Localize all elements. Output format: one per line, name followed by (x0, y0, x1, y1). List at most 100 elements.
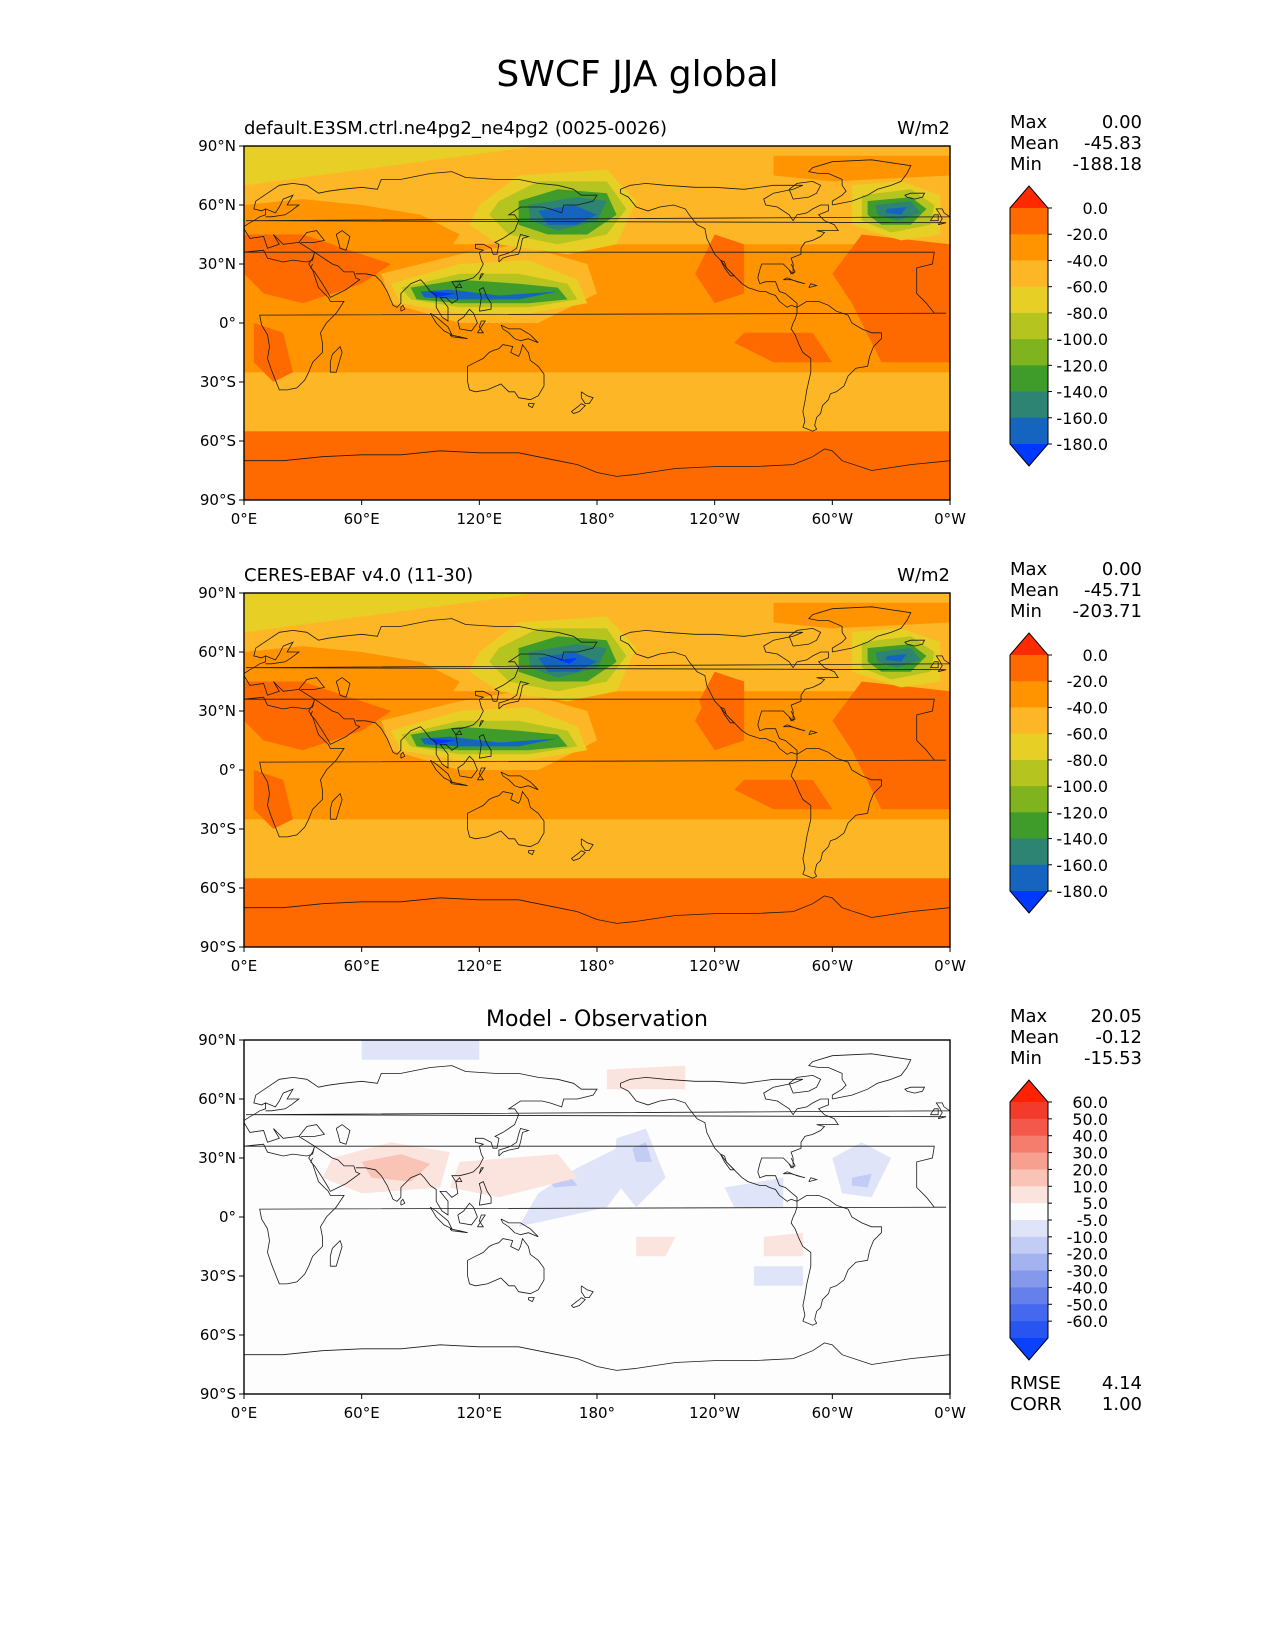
contour-region (244, 681, 392, 751)
coastline (783, 277, 806, 285)
coastline (570, 1297, 586, 1308)
stat-value: 20.05 (1090, 1006, 1142, 1027)
coastline (720, 1153, 736, 1171)
stat-value: -0.12 (1095, 1027, 1142, 1048)
coastline (467, 1237, 545, 1295)
stat-key: Mean (1010, 580, 1060, 601)
map-panel-2: 90°N 60°N 30°N 0° 30°S 60°S 90°S0°E 60°E 120°E 18… (198, 584, 966, 975)
colorbar-label: -50.0 (1067, 1295, 1108, 1314)
contour-region (557, 657, 578, 664)
lat-label: 90°N (198, 1031, 236, 1049)
colorbar-label: -40.0 (1067, 1278, 1108, 1297)
colorbar-label: -160.0 (1056, 856, 1108, 875)
lat-label: 90°S (200, 491, 236, 509)
colorbar-segment (1010, 1304, 1048, 1322)
coastline (580, 1285, 594, 1298)
coastline (449, 781, 468, 787)
contour-region (244, 372, 950, 432)
colorbar-extend-top (1010, 186, 1048, 208)
contour-region (851, 1173, 872, 1188)
lon-label: 120°E (457, 957, 503, 975)
contour-region (753, 1266, 803, 1286)
stat-key: Mean (1010, 1027, 1060, 1048)
contour-region (885, 654, 907, 662)
stat-key: Max (1010, 1006, 1048, 1027)
coastline (245, 655, 950, 673)
lon-label: 120°W (689, 510, 740, 528)
coastline (808, 283, 819, 288)
coastline (310, 251, 361, 298)
contour-region (253, 770, 293, 829)
colorbar-label: 40.0 (1072, 1127, 1108, 1146)
contour-region (695, 234, 745, 304)
colorbar-segment (1010, 1236, 1048, 1255)
contour-region (832, 234, 950, 363)
lat-label: 60°S (200, 879, 236, 897)
coastline (265, 1088, 301, 1112)
colorbar-label: -60.0 (1067, 725, 1108, 744)
lon-label: 60°E (344, 957, 380, 975)
panel-2-left-title: CERES-EBAF v4.0 (11-30) (244, 565, 474, 586)
coastline (498, 234, 530, 263)
stat-value: -15.53 (1083, 1048, 1142, 1069)
coastline (788, 263, 796, 275)
panel-1-stats: Max 0.00 Mean -45.83 Min -188.18 (1010, 112, 1142, 175)
colorbar-extend-bottom (1010, 1338, 1048, 1360)
colorbar-segment (1010, 1321, 1048, 1339)
colorbar-label: -10.0 (1067, 1228, 1108, 1247)
coastline (244, 1342, 950, 1371)
colorbar-segment (1010, 365, 1048, 393)
lon-label: 0°E (231, 510, 258, 528)
coastline (310, 1145, 361, 1192)
colorbar-segment (1010, 312, 1048, 340)
coastline (478, 287, 492, 312)
colorbar-segment (1010, 1135, 1048, 1154)
colorbar-label: -40.0 (1067, 698, 1108, 717)
lon-label: 180° (579, 1404, 615, 1422)
lat-label: 30°S (200, 1267, 236, 1285)
colorbar-label: -180.0 (1056, 882, 1108, 901)
colorbar-label: -60.0 (1067, 1312, 1108, 1331)
colorbar-segment (1010, 391, 1048, 419)
coastline (335, 677, 351, 698)
map-panel-1: 90°N 60°N 30°N 0° 30°S 60°S 90°S0°E 60°E 120°E 18… (198, 137, 966, 528)
coastline (467, 790, 545, 848)
coastline (720, 259, 736, 277)
map-background (244, 1040, 950, 1394)
coastline (478, 273, 485, 280)
coastline (790, 748, 882, 879)
stat-value: 4.14 (1101, 1373, 1142, 1394)
coastline (329, 792, 343, 820)
coastline (244, 675, 947, 838)
colorbar-segment (1010, 707, 1048, 735)
colorbar-label: -180.0 (1056, 435, 1108, 454)
colorbar-extend-top (1010, 633, 1048, 655)
lon-label: 180° (579, 957, 615, 975)
colorbar-segment (1010, 864, 1048, 892)
coastline (498, 1128, 530, 1157)
lat-label: 90°S (200, 938, 236, 956)
lat-label: 60°N (198, 1090, 236, 1108)
contour-region (885, 207, 907, 215)
coastline (904, 192, 926, 200)
coastline (528, 850, 535, 856)
colorbar-segment (1010, 417, 1048, 445)
lon-label: 120°W (689, 1404, 740, 1422)
lat-label: 30°S (200, 373, 236, 391)
contour-region (734, 332, 833, 363)
colorbar-label: -80.0 (1067, 304, 1108, 323)
coastline (808, 1177, 819, 1182)
stat-key: Min (1010, 601, 1042, 622)
colorbar-label: -5.0 (1077, 1211, 1108, 1230)
coastline (455, 730, 463, 735)
colorbar-segment (1010, 208, 1048, 235)
panel-3-title: Model - Observation (486, 1007, 708, 1032)
coastline (788, 710, 796, 722)
lat-label: 30°N (198, 255, 236, 273)
coastline (244, 171, 598, 322)
colorbar-label: -100.0 (1056, 777, 1108, 796)
coastline (930, 1108, 939, 1116)
coastline (498, 681, 530, 710)
coastline (329, 1239, 343, 1267)
colorbar-label: -30.0 (1067, 1262, 1108, 1281)
